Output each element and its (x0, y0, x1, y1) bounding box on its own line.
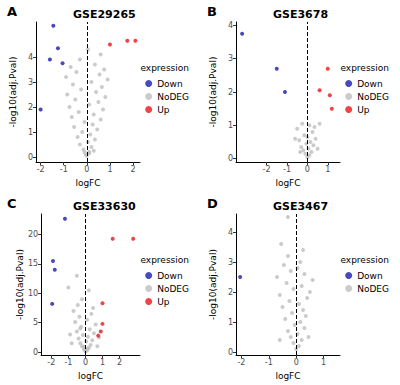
svg-text:Up: Up (157, 105, 170, 115)
svg-text:GSE3678: GSE3678 (273, 8, 328, 21)
svg-text:Down: Down (357, 79, 383, 89)
svg-text:2: 2 (131, 165, 136, 174)
svg-text:B: B (207, 4, 217, 19)
svg-text:GSE33630: GSE33630 (73, 200, 136, 213)
svg-text:-2: -2 (263, 165, 271, 174)
svg-text:-log10(adj.Pval): -log10(adj.Pval) (208, 249, 218, 320)
svg-text:1: 1 (28, 128, 33, 137)
svg-text:1: 1 (107, 165, 112, 174)
svg-text:GSE29265: GSE29265 (73, 8, 136, 21)
svg-text:NoDEG: NoDEG (357, 284, 389, 294)
svg-text:-log10(adj.Pval): -log10(adj.Pval) (15, 249, 25, 320)
svg-text:4: 4 (28, 53, 33, 62)
svg-text:-1: -1 (265, 358, 273, 367)
svg-text:10: 10 (28, 289, 38, 298)
svg-text:1: 1 (228, 121, 233, 130)
svg-text:expression: expression (140, 63, 189, 73)
svg-text:3: 3 (228, 258, 233, 267)
svg-text:NoDEG: NoDEG (157, 284, 189, 294)
svg-text:0: 0 (84, 165, 89, 174)
svg-text:4: 4 (228, 21, 233, 30)
svg-text:Up: Up (157, 297, 170, 307)
svg-text:-2: -2 (237, 358, 245, 367)
svg-text:Down: Down (157, 79, 183, 89)
svg-text:1: 1 (321, 358, 326, 367)
svg-text:0: 0 (305, 165, 310, 174)
svg-text:1: 1 (325, 165, 330, 174)
svg-text:-1: -1 (64, 358, 72, 367)
svg-text:-1: -1 (60, 165, 68, 174)
svg-text:2: 2 (28, 103, 33, 112)
svg-text:4: 4 (228, 228, 233, 237)
svg-text:2: 2 (228, 288, 233, 297)
svg-text:1: 1 (100, 358, 105, 367)
svg-text:expression: expression (340, 63, 389, 73)
svg-text:0: 0 (28, 153, 33, 162)
svg-text:logFC: logFC (78, 371, 103, 381)
svg-text:0: 0 (228, 348, 233, 357)
svg-text:logFC: logFC (75, 178, 100, 188)
svg-text:0: 0 (33, 348, 38, 357)
svg-text:-log10(adj.Pval): -log10(adj.Pval) (8, 57, 18, 128)
svg-text:3: 3 (228, 54, 233, 63)
svg-text:1: 1 (228, 318, 233, 327)
svg-text:Down: Down (357, 271, 383, 281)
svg-text:logFC: logFC (275, 178, 300, 188)
svg-text:-log10(adj.Pval): -log10(adj.Pval) (208, 57, 218, 128)
svg-text:0: 0 (294, 358, 299, 367)
svg-text:Up: Up (357, 105, 370, 115)
svg-text:20: 20 (28, 230, 38, 239)
svg-text:GSE3467: GSE3467 (273, 200, 328, 213)
svg-text:3: 3 (28, 78, 33, 87)
svg-text:-2: -2 (37, 165, 45, 174)
svg-text:0: 0 (228, 154, 233, 163)
svg-text:NoDEG: NoDEG (157, 92, 189, 102)
svg-text:logFC: logFC (275, 371, 300, 381)
svg-text:2: 2 (228, 88, 233, 97)
svg-text:D: D (207, 196, 218, 211)
svg-text:NoDEG: NoDEG (357, 92, 389, 102)
svg-text:-1: -1 (283, 165, 291, 174)
svg-text:5: 5 (33, 318, 38, 327)
svg-text:expression: expression (340, 255, 389, 265)
svg-text:expression: expression (140, 255, 189, 265)
svg-text:2: 2 (117, 358, 122, 367)
svg-text:C: C (7, 196, 17, 211)
svg-text:15: 15 (28, 259, 38, 268)
svg-text:A: A (7, 4, 17, 19)
svg-text:0: 0 (83, 358, 88, 367)
svg-text:-2: -2 (47, 358, 55, 367)
svg-text:Down: Down (157, 271, 183, 281)
